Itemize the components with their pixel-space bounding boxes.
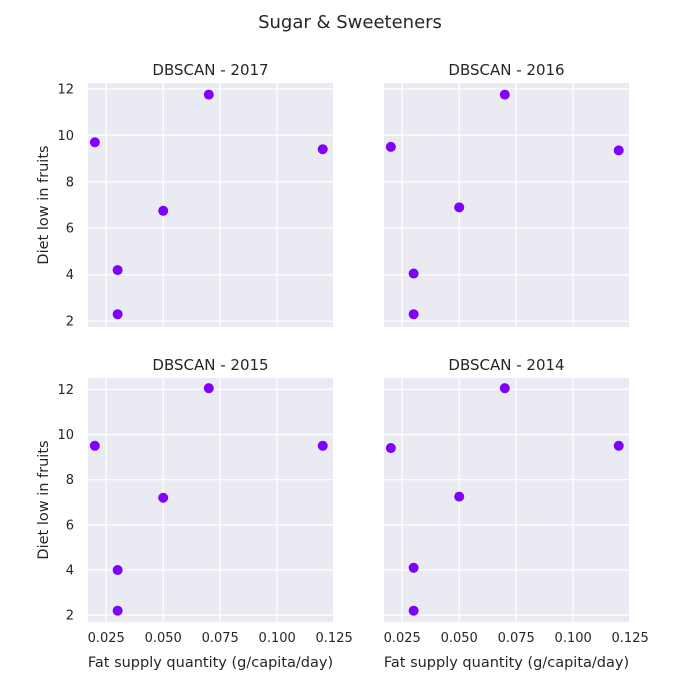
y-tick-label: 12 — [57, 82, 74, 97]
data-point — [408, 309, 419, 320]
data-point — [158, 492, 169, 503]
x-tick-label: 0.025 — [88, 631, 125, 646]
panel-title: DBSCAN - 2016 — [448, 61, 564, 79]
data-point — [499, 89, 510, 100]
x-tick-label: 0.050 — [145, 631, 182, 646]
x-tick-label: 0.100 — [259, 631, 296, 646]
panel-2: DBSCAN - 2016 — [384, 61, 629, 327]
y-tick-label: 12 — [57, 383, 74, 398]
panel-4: DBSCAN - 2014 0.025 0.050 0.075 0.100 0.125 Fa… — [384, 356, 649, 671]
data-point — [112, 565, 123, 576]
y-axis-label: Diet low in fruits — [36, 440, 52, 559]
figure-title: Sugar & Sweeteners — [258, 12, 442, 33]
plot-area — [88, 378, 333, 622]
data-point — [203, 383, 214, 394]
data-point — [454, 491, 465, 502]
data-point — [158, 205, 169, 216]
data-point — [613, 440, 624, 451]
data-point — [89, 440, 100, 451]
data-point — [613, 145, 624, 156]
x-tick-label: 0.075 — [498, 631, 535, 646]
data-point — [112, 605, 123, 616]
plot-area — [384, 378, 629, 622]
data-point — [112, 309, 123, 320]
y-tick-label: 2 — [66, 609, 74, 624]
plot-area — [88, 83, 333, 327]
y-tick-label: 4 — [66, 268, 74, 283]
panel-1: DBSCAN - 2017 2 4 6 8 10 12 Diet low in fruits — [36, 61, 333, 330]
y-tick-label: 6 — [66, 518, 74, 533]
x-tick-label: 0.075 — [202, 631, 239, 646]
data-point — [454, 202, 465, 213]
data-point — [408, 268, 419, 279]
plot-area — [384, 83, 629, 327]
data-point — [89, 137, 100, 148]
y-tick-label: 10 — [57, 129, 74, 144]
y-tick-label: 4 — [66, 564, 74, 579]
panel-3: DBSCAN - 2015 2 4 6 8 10 12 0.025 0.050 0.075 0.10… — [36, 356, 353, 671]
panel-title: DBSCAN - 2014 — [448, 356, 564, 374]
data-point — [317, 144, 328, 155]
x-tick-label: 0.125 — [612, 631, 649, 646]
y-tick-label: 2 — [66, 315, 74, 330]
data-point — [112, 265, 123, 276]
x-axis-label: Fat supply quantity (g/capita/day) — [88, 655, 333, 671]
x-axis-label: Fat supply quantity (g/capita/day) — [384, 655, 629, 671]
x-tick-label: 0.050 — [441, 631, 478, 646]
data-point — [408, 605, 419, 616]
data-point — [317, 440, 328, 451]
y-tick-label: 8 — [66, 473, 74, 488]
panel-title: DBSCAN - 2015 — [152, 356, 268, 374]
panel-title: DBSCAN - 2017 — [152, 61, 268, 79]
data-point — [408, 562, 419, 573]
y-axis-label: Diet low in fruits — [36, 145, 52, 264]
y-tick-label: 8 — [66, 175, 74, 190]
data-point — [499, 383, 510, 394]
data-point — [203, 89, 214, 100]
x-tick-label: 0.100 — [555, 631, 592, 646]
x-tick-label: 0.125 — [316, 631, 353, 646]
data-point — [385, 443, 396, 454]
y-tick-label: 10 — [57, 428, 74, 443]
x-tick-label: 0.025 — [384, 631, 421, 646]
data-point — [385, 141, 396, 152]
y-tick-label: 6 — [66, 222, 74, 237]
